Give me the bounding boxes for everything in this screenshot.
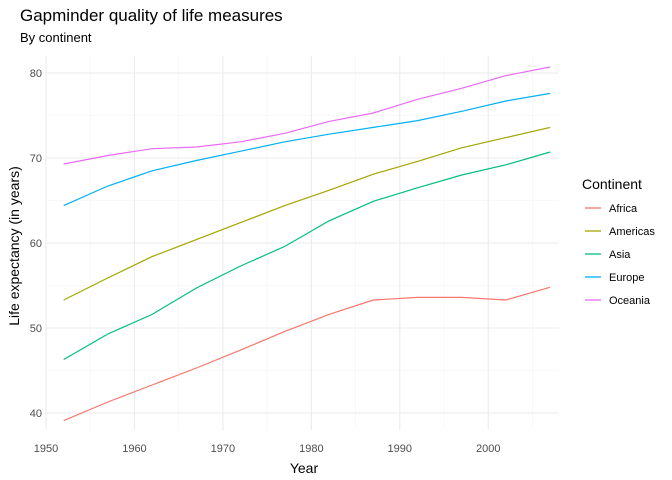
x-axis-title: Year <box>290 460 319 476</box>
x-tick-label: 1960 <box>122 443 146 455</box>
x-tick-label: 2000 <box>476 443 500 455</box>
x-axis-ticks: 1950 1960 1970 1980 1990 2000 <box>34 443 501 455</box>
x-tick-label: 1950 <box>34 443 58 455</box>
x-tick-label: 1990 <box>388 443 412 455</box>
legend-label-oceania: Oceania <box>609 295 651 307</box>
grid <box>45 56 559 430</box>
x-tick-label: 1970 <box>211 443 235 455</box>
y-tick-label: 40 <box>30 408 42 420</box>
y-tick-label: 80 <box>30 68 42 80</box>
chart-subtitle: By continent <box>20 30 92 45</box>
chart-title: Gapminder quality of life measures <box>20 6 283 25</box>
series-line-europe <box>63 92 551 207</box>
legend-label-africa: Africa <box>609 203 638 215</box>
series-line-americas <box>63 126 551 301</box>
legend-title: Continent <box>582 176 642 192</box>
series-line-africa <box>63 286 551 422</box>
series-line-oceania <box>63 66 551 165</box>
legend-label-americas: Americas <box>609 226 655 238</box>
series-line-asia <box>63 151 551 361</box>
y-tick-label: 60 <box>30 238 42 250</box>
y-tick-label: 70 <box>30 153 42 165</box>
y-tick-label: 50 <box>30 323 42 335</box>
series-lines <box>63 66 551 422</box>
legend-label-asia: Asia <box>609 249 631 261</box>
y-axis-title: Life expectancy (in years) <box>6 166 22 326</box>
x-tick-label: 1980 <box>299 443 323 455</box>
y-axis-ticks: 40 50 60 70 80 <box>30 68 42 420</box>
legend: Continent Africa Americas Asia Europe Oceani… <box>582 176 655 307</box>
legend-label-europe: Europe <box>609 272 644 284</box>
